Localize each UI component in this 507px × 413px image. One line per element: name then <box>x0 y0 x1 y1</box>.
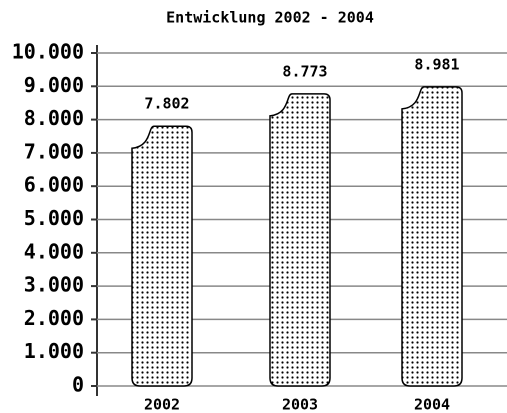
y-tick-label: 7.000 <box>24 139 84 163</box>
value-label: 7.802 <box>144 95 189 113</box>
y-tick-label: 8.000 <box>24 106 84 130</box>
x-tick-label: 2004 <box>414 396 450 413</box>
y-tick-label: 3.000 <box>24 273 84 297</box>
bar <box>269 93 331 387</box>
x-tick-label: 2003 <box>282 396 318 413</box>
y-tick-label: 6.000 <box>24 173 84 197</box>
y-tick-label: 5.000 <box>24 206 84 230</box>
y-tick-label: 10.000 <box>12 40 84 64</box>
value-label: 8.773 <box>282 62 327 80</box>
value-label: 8.981 <box>414 55 459 73</box>
y-tick-label: 2.000 <box>24 306 84 330</box>
x-tick-label: 2002 <box>144 396 180 413</box>
y-tick-label: 4.000 <box>24 239 84 263</box>
bar <box>401 86 463 387</box>
bar <box>131 125 193 387</box>
chart-title: Entwicklung 2002 - 2004 <box>166 9 374 27</box>
y-tick-label: 9.000 <box>24 73 84 97</box>
y-tick-label: 1.000 <box>24 339 84 363</box>
y-tick-label: 0 <box>72 373 84 397</box>
